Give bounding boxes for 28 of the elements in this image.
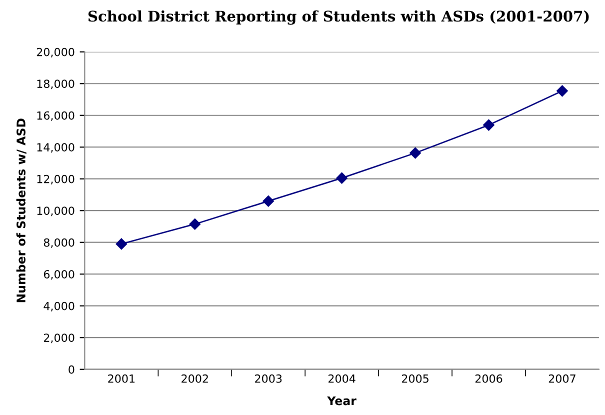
- y-tick-label: 8,000: [44, 238, 74, 248]
- y-tick-label: 14,000: [37, 143, 74, 153]
- y-tick-label: 0: [68, 365, 74, 374]
- point: [189, 218, 200, 230]
- x-tick-label: 2007: [548, 374, 576, 383]
- point: [336, 172, 348, 184]
- x-axis-title: Year: [327, 396, 356, 406]
- y-tick-label: 2,000: [44, 334, 74, 344]
- chart-title: School District Reporting of Students with ASDs (2001-2007): [88, 10, 589, 25]
- x-tick-label: 2005: [402, 374, 428, 383]
- y-tick-label: 4,000: [44, 302, 74, 312]
- point: [116, 238, 128, 250]
- y-tick-label: 20,000: [36, 48, 74, 58]
- y-tick-label: 6,000: [44, 270, 74, 280]
- y-tick-label: 10,000: [37, 206, 74, 216]
- y-tick-label: 18,000: [37, 80, 74, 90]
- x-tick-label: 2003: [255, 374, 282, 383]
- point: [556, 85, 568, 97]
- y-tick-label: 16,000: [37, 111, 74, 121]
- x-tick-label: 2002: [182, 374, 208, 383]
- point: [483, 119, 494, 131]
- y-axis-title: Number of Students w/ ASD: [16, 118, 26, 302]
- x-tick-label: 2001: [108, 374, 135, 383]
- point: [262, 195, 274, 207]
- point: [410, 147, 421, 159]
- x-tick-label: 2006: [475, 374, 502, 383]
- x-tick-label: 2004: [328, 374, 356, 383]
- y-tick-label: 12,000: [37, 174, 74, 184]
